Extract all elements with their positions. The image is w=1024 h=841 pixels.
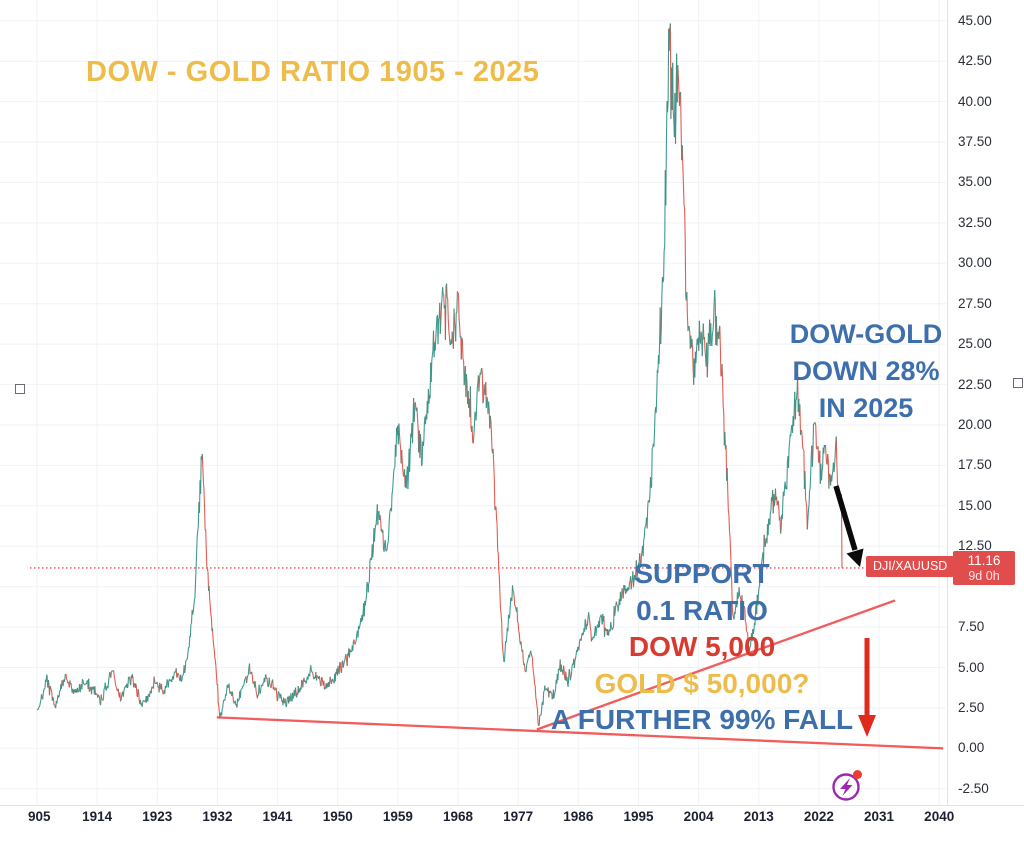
y-axis-label: 45.00	[958, 12, 992, 28]
x-axis-label: 1968	[442, 809, 474, 824]
rising-support-line[interactable]	[536, 599, 896, 731]
last-price-value: 11.16	[967, 553, 1001, 568]
chart-title-annotation[interactable]: DOW - GOLD RATIO 1905 - 2025	[86, 56, 540, 88]
candle-series[interactable]	[36, 23, 843, 727]
time-axis[interactable]: 905 1914 1923 1932 1941 1950 1959 1968 1977 1986 1…	[0, 805, 1024, 841]
x-axis-label: 1959	[382, 809, 413, 824]
y-axis-label: 32.50	[958, 214, 992, 230]
y-axis-label: 42.50	[958, 53, 992, 69]
y-axis-label: 35.00	[958, 174, 992, 190]
y-axis-label: 30.00	[958, 255, 992, 271]
x-axis-label: 2013	[743, 809, 774, 824]
y-axis-label: 15.00	[958, 497, 992, 513]
lightning-events-button[interactable]	[832, 770, 863, 801]
support-forecast-note[interactable]: SUPPORT 0.1 RATIO DOW 5,000 GOLD $ 50,000? A…	[508, 556, 896, 739]
drag-handle-left[interactable]	[15, 384, 25, 394]
bar-countdown: 9d 0h	[968, 569, 1000, 583]
last-price-badge: 11.16 9d 0h	[953, 551, 1015, 585]
x-axis-label: 2031	[864, 809, 895, 824]
x-axis-label: 1950	[322, 809, 353, 824]
price-line-symbol-label: DJI/XAUUSD	[866, 556, 955, 577]
note-line: A FURTHER 99% FALL	[550, 704, 854, 735]
note-line: DOW 5,000	[628, 631, 776, 662]
y-axis-label: 20.00	[958, 417, 992, 432]
note-line: IN 2025	[818, 393, 914, 423]
x-axis-label: 905	[28, 809, 51, 824]
note-line: DOW-GOLD	[789, 319, 943, 349]
y-axis-label: 12.50	[958, 538, 992, 554]
x-axis-label: 2040	[924, 809, 955, 824]
y-axis-label: 7.50	[958, 619, 985, 635]
note-line: 0.1 RATIO	[636, 594, 768, 626]
x-axis-label: 1986	[563, 809, 594, 824]
x-axis-label: 1995	[623, 809, 654, 824]
lower-support-line[interactable]	[216, 716, 944, 750]
price-axis[interactable]: 45.00 42.50 40.00 37.50 35.00 32.50 30.00 27.50…	[947, 0, 1024, 805]
y-axis-label: 0.00	[958, 740, 985, 756]
note-line: SUPPORT	[634, 558, 770, 589]
black-down-arrow[interactable]	[833, 485, 864, 567]
y-axis-label: 37.50	[958, 134, 992, 150]
x-axis-label: 1923	[142, 809, 173, 824]
drag-handle-right[interactable]	[1013, 378, 1023, 388]
x-axis-label: 1932	[202, 809, 233, 824]
y-axis-label: 2.50	[958, 699, 985, 715]
y-axis-label: 40.00	[958, 93, 992, 109]
note-line: DOWN 28%	[792, 356, 940, 386]
x-axis-label: 2022	[803, 809, 834, 824]
x-axis-label: 1977	[503, 809, 534, 824]
y-axis-label: 5.00	[958, 659, 985, 675]
dow-gold-down-note[interactable]: DOW-GOLD DOWN 28% IN 2025	[766, 316, 966, 427]
x-axis-label: 1914	[82, 809, 113, 824]
note-line: GOLD $ 50,000?	[594, 667, 810, 699]
y-axis-label: 25.00	[958, 336, 992, 352]
red-down-arrow[interactable]	[858, 638, 876, 737]
x-axis-label: 2004	[683, 809, 714, 824]
y-axis-label: -2.50	[958, 780, 989, 796]
x-axis-label: 1941	[262, 809, 293, 824]
y-axis-label: 17.50	[958, 457, 992, 473]
y-axis-label: 27.50	[958, 295, 992, 311]
y-axis-label: 22.50	[958, 376, 992, 392]
grid	[0, 0, 946, 805]
